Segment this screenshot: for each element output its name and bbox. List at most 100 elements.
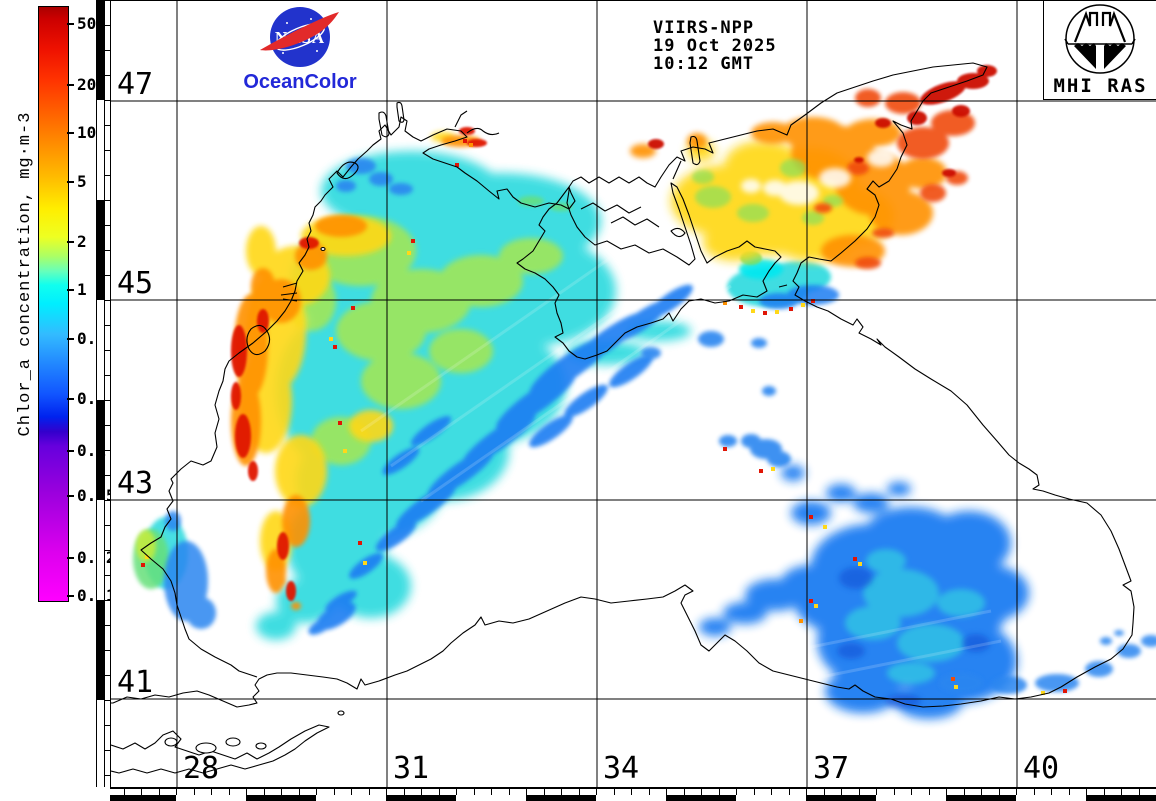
- latitude-ruler-tick: [104, 100, 111, 101]
- latitude-ruler-block: [97, 500, 104, 600]
- longitude-label: 37: [813, 751, 850, 786]
- longitude-ruler-tick: [298, 788, 300, 795]
- longitude-ruler-tick: [771, 788, 772, 795]
- latitude-ruler-block: [97, 300, 104, 400]
- longitude-ruler-tick: [228, 788, 230, 795]
- longitude-ruler-tick: [613, 788, 615, 795]
- colorbar-tick-label: 5: [77, 172, 87, 191]
- longitude-ruler-block: [946, 795, 1016, 801]
- longitude-ruler-tick: [561, 788, 562, 795]
- longitude-ruler-block: [1016, 795, 1086, 801]
- longitude-ruler-tick: [928, 788, 930, 795]
- longitude-ruler-tick: [911, 788, 912, 795]
- longitude-ruler-tick: [351, 788, 352, 795]
- latitude-ruler-block: [97, 400, 104, 500]
- latitude-ruler-tick: [104, 600, 111, 601]
- longitude-ruler-tick: [281, 788, 282, 795]
- latitude-ruler-tick: [104, 200, 111, 201]
- colorbar-tick: [67, 557, 74, 559]
- longitude-ruler-tick: [631, 788, 632, 795]
- latitude-ruler-tick: [104, 375, 111, 376]
- longitude-label: 28: [183, 751, 220, 786]
- longitude-ruler-tick: [736, 788, 737, 795]
- longitude-ruler-tick: [543, 788, 545, 795]
- longitude-ruler-block: [806, 795, 876, 801]
- latitude-ruler-tick: [104, 425, 111, 426]
- latitude-ruler-tick: [104, 175, 111, 176]
- latitude-ruler-tick: [104, 625, 111, 626]
- latitude-ruler-tick: [104, 775, 111, 776]
- longitude-ruler-tick: [648, 788, 650, 795]
- coastlines: [111, 62, 1135, 774]
- latitude-ruler-tick: [104, 550, 111, 551]
- map-area: 47 45 43 41 28 31 34 37 40 NASA OceanColor VIIRS…: [110, 0, 1156, 789]
- longitude-ruler-tick: [1068, 788, 1070, 795]
- colorbar-tick: [67, 289, 74, 291]
- longitude-ruler-tick: [893, 788, 895, 795]
- acquisition-date: 19 Oct 2025: [653, 36, 777, 56]
- acquisition-time: 10:12 GMT: [653, 54, 755, 74]
- latitude-ruler-tick: [104, 0, 111, 1]
- colorbar-tick: [67, 23, 74, 25]
- grid-lines: [111, 1, 1156, 788]
- colorbar-tick-label: 10: [77, 123, 97, 142]
- colorbar-panel: Chlor_a concentration, mg·m-3 50 20 10 5 2 1 0…: [0, 0, 116, 801]
- latitude-ruler-tick: [104, 725, 111, 726]
- colorbar-tick: [67, 181, 74, 183]
- latitude-ruler-tick: [104, 300, 111, 301]
- latitude-ruler-tick: [104, 500, 111, 501]
- nasa-oceancolor-logo: NASA OceanColor: [239, 5, 361, 97]
- colorbar-axis-label: Chlor_a concentration, mg·m-3: [16, 111, 35, 437]
- latitude-ruler-tick: [104, 50, 111, 51]
- acquisition-info: VIIRS-NPP 19 Oct 2025 10:12 GMT: [653, 19, 833, 73]
- latitude-label: 45: [117, 266, 154, 301]
- longitude-label: 40: [1023, 751, 1060, 786]
- longitude-label: 34: [603, 751, 640, 786]
- longitude-ruler-tick: [386, 788, 387, 795]
- longitude-ruler-block: [526, 795, 596, 801]
- latitude-ruler: [96, 0, 111, 800]
- latitude-ruler-tick: [104, 225, 111, 226]
- longitude-ruler-tick: [316, 788, 317, 795]
- longitude-ruler-tick: [421, 788, 422, 795]
- longitude-ruler-block: [246, 795, 316, 801]
- longitude-ruler-tick: [403, 788, 405, 795]
- latitude-ruler-block: [97, 600, 104, 700]
- nasa-insignia-icon: NASA: [260, 7, 339, 67]
- longitude-ruler-tick: [526, 788, 527, 795]
- latitude-ruler-tick: [104, 275, 111, 276]
- latitude-ruler-tick: [104, 75, 111, 76]
- longitude-ruler-tick: [981, 788, 982, 795]
- colorbar-tick: [67, 595, 74, 597]
- longitude-ruler-block: [596, 795, 666, 801]
- latitude-ruler-tick: [104, 750, 111, 751]
- longitude-label: 31: [393, 751, 430, 786]
- longitude-ruler-tick: [246, 788, 247, 795]
- latitude-ruler-tick: [104, 525, 111, 526]
- longitude-ruler-tick: [876, 788, 877, 795]
- latitude-ruler-tick: [104, 675, 111, 676]
- longitude-ruler-tick: [1121, 788, 1122, 795]
- longitude-ruler-tick: [123, 788, 125, 795]
- longitude-ruler-tick: [701, 788, 702, 795]
- longitude-ruler-tick: [491, 788, 492, 795]
- colorbar-tick: [67, 132, 74, 134]
- colorbar-tick-label: 2: [77, 232, 87, 251]
- colorbar-tick: [67, 450, 74, 452]
- longitude-ruler-tick: [1103, 788, 1105, 795]
- longitude-ruler-tick: [806, 788, 807, 795]
- latitude-ruler-block: [97, 200, 104, 300]
- latitude-label: 41: [117, 665, 154, 700]
- longitude-ruler-tick: [666, 788, 667, 795]
- longitude-ruler-block: [386, 795, 456, 801]
- latitude-ruler-tick: [104, 700, 111, 701]
- longitude-ruler-tick: [1051, 788, 1052, 795]
- longitude-ruler-tick: [456, 788, 457, 795]
- mhi-ras-logo: MHI RAS: [1043, 1, 1156, 100]
- latitude-ruler-tick: [104, 350, 111, 351]
- longitude-ruler-tick: [718, 788, 720, 795]
- longitude-ruler-block: [456, 795, 526, 801]
- colorbar-tick: [67, 398, 74, 400]
- longitude-ruler-tick: [333, 788, 335, 795]
